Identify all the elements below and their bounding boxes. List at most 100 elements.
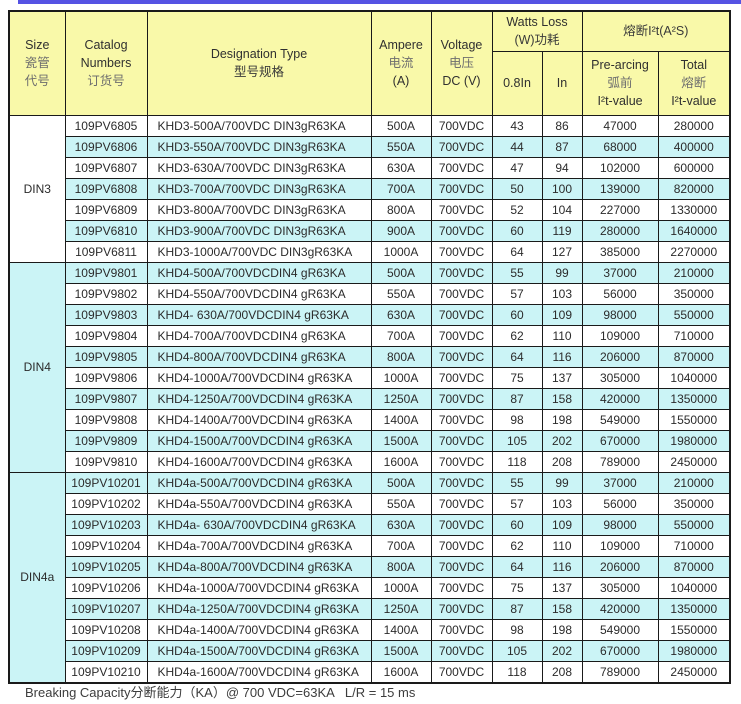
col-header-voltage-en: Voltage	[440, 38, 483, 53]
cell-watts-in: 202	[541, 639, 583, 662]
cell-total-i2t: 1550000	[657, 618, 731, 641]
cell-designation: KHD3-700A/700VDC DIN3gR63KA	[146, 177, 372, 200]
col-header-size-zh1: 瓷管	[24, 56, 50, 71]
cell-ampere: 1400A	[370, 618, 432, 641]
col-header-total-zh: 熔断	[681, 76, 707, 90]
table-row: 109PV10205 KHD4a-800A/700VDCDIN4 gR63KA 80…	[9, 555, 731, 578]
cell-watts-in: 103	[541, 282, 583, 305]
cell-total-i2t: 1350000	[657, 387, 731, 410]
cell-total-i2t: 1640000	[657, 219, 731, 242]
cell-voltage: 700VDC	[430, 534, 493, 557]
cell-voltage: 700VDC	[430, 366, 493, 389]
cell-voltage: 700VDC	[430, 114, 493, 137]
table-row: 109PV10209 KHD4a-1500A/700VDCDIN4 gR63KA 1…	[9, 639, 731, 662]
cell-watts-in: 158	[541, 597, 583, 620]
cell-designation: KHD3-800A/700VDC DIN3gR63KA	[146, 198, 372, 221]
col-header-catalog-zh: 订货号	[87, 74, 125, 89]
col-header-catalog: Catalog Numbers 订货号	[64, 10, 148, 116]
cell-total-i2t: 870000	[657, 555, 731, 578]
cell-watts-in: 119	[541, 219, 583, 242]
table-row: 109PV6806 KHD3-550A/700VDC DIN3gR63KA 550A…	[9, 135, 731, 158]
cell-total-i2t: 710000	[657, 534, 731, 557]
cell-watts-08in: 105	[491, 429, 543, 452]
cell-watts-in: 86	[541, 114, 583, 137]
table-row: 109PV10206 KHD4a-1000A/700VDCDIN4 gR63KA 1…	[9, 576, 731, 599]
header-row-top: Size 瓷管 代号 Catalog Numbers 订货号 Designati…	[8, 10, 731, 116]
cell-voltage: 700VDC	[430, 240, 493, 263]
cell-ampere: 1400A	[370, 408, 432, 431]
fuse-spec-table: Size 瓷管 代号 Catalog Numbers 订货号 Designati…	[8, 10, 732, 684]
cell-prearcing-i2t: 305000	[581, 366, 659, 389]
cell-voltage: 700VDC	[430, 177, 493, 200]
table-row: 109PV10204 KHD4a-700A/700VDCDIN4 gR63KA 70…	[9, 534, 731, 557]
cell-voltage: 700VDC	[430, 555, 493, 578]
cell-total-i2t: 710000	[657, 324, 731, 347]
cell-total-i2t: 600000	[657, 156, 731, 179]
col-header-prearcing-zh: 弧前	[607, 76, 633, 90]
cell-prearcing-i2t: 280000	[581, 219, 659, 242]
cell-watts-08in: 64	[491, 240, 543, 263]
table-row: 109PV9810 KHD4-1600A/700VDCDIN4 gR63KA 160…	[9, 450, 731, 473]
cell-watts-in: 110	[541, 324, 583, 347]
cell-catalog-number: 109PV9801	[64, 261, 148, 284]
cell-designation: KHD4-1400A/700VDCDIN4 gR63KA	[146, 408, 372, 431]
cell-prearcing-i2t: 549000	[581, 618, 659, 641]
cell-prearcing-i2t: 206000	[581, 555, 659, 578]
cell-watts-in: 109	[541, 513, 583, 536]
cell-watts-in: 208	[541, 450, 583, 473]
table-row: DIN3 109PV6805 KHD3-500A/700VDC DIN3gR63KA…	[8, 114, 731, 263]
cell-ampere: 800A	[370, 345, 432, 368]
col-header-ampere-unit: (A)	[392, 74, 410, 89]
cell-designation: KHD4-550A/700VDCDIN4 gR63KA	[146, 282, 372, 305]
cell-watts-in: 104	[541, 198, 583, 221]
table-row: DIN4 109PV9801 KHD4-500A/700VDCDIN4 gR63KA…	[8, 261, 731, 473]
size-group-cell: DIN4a	[8, 471, 66, 683]
cell-voltage: 700VDC	[430, 513, 493, 536]
col-header-catalog-en1: Catalog	[84, 38, 128, 53]
cell-prearcing-i2t: 305000	[581, 576, 659, 599]
cell-voltage: 700VDC	[430, 282, 493, 305]
cell-total-i2t: 1040000	[657, 366, 731, 389]
cell-voltage: 700VDC	[430, 618, 493, 641]
cell-watts-08in: 57	[491, 282, 543, 305]
col-header-in: In	[541, 50, 583, 116]
table-row: 109PV6808 KHD3-700A/700VDC DIN3gR63KA 700A…	[9, 177, 731, 200]
cell-designation: KHD3-1000A/700VDC DIN3gR63KA	[146, 240, 372, 263]
cell-ampere: 550A	[370, 282, 432, 305]
cell-watts-08in: 75	[491, 576, 543, 599]
cell-catalog-number: 109PV6811	[64, 240, 148, 263]
col-header-catalog-en2: Numbers	[80, 56, 132, 71]
cell-voltage: 700VDC	[430, 492, 493, 515]
col-header-size-en: Size	[25, 38, 50, 53]
table-row: 109PV9809 KHD4-1500A/700VDCDIN4 gR63KA 150…	[9, 429, 731, 452]
cell-designation: KHD4-1250A/700VDCDIN4 gR63KA	[146, 387, 372, 410]
cell-watts-in: 103	[541, 492, 583, 515]
cell-total-i2t: 870000	[657, 345, 731, 368]
cell-designation: KHD4a-500A/700VDCDIN4 gR63KA	[146, 471, 372, 494]
col-header-prearcing: Pre-arcing 弧前 I²t-value	[581, 50, 659, 116]
cell-total-i2t: 210000	[657, 261, 731, 284]
col-group-i2t-title: 熔断I²t(A²S)	[623, 24, 689, 39]
cell-prearcing-i2t: 102000	[581, 156, 659, 179]
cell-watts-08in: 60	[491, 219, 543, 242]
cell-total-i2t: 350000	[657, 282, 731, 305]
col-header-designation-en: Designation Type	[210, 47, 308, 62]
cell-ampere: 630A	[370, 303, 432, 326]
col-header-designation: Designation Type 型号规格	[146, 10, 372, 116]
cell-watts-in: 94	[541, 156, 583, 179]
cell-watts-in: 100	[541, 177, 583, 200]
cell-watts-08in: 62	[491, 324, 543, 347]
col-header-ampere-en: Ampere	[379, 38, 423, 53]
cell-catalog-number: 109PV10208	[64, 618, 148, 641]
cell-voltage: 700VDC	[430, 576, 493, 599]
cell-catalog-number: 109PV6810	[64, 219, 148, 242]
cell-prearcing-i2t: 139000	[581, 177, 659, 200]
col-header-voltage: Voltage 电压 DC (V)	[430, 10, 493, 116]
cell-designation: KHD4-800A/700VDCDIN4 gR63KA	[146, 345, 372, 368]
table-row: 109PV9807 KHD4-1250A/700VDCDIN4 gR63KA 125…	[9, 387, 731, 410]
cell-voltage: 700VDC	[430, 471, 493, 494]
cell-designation: KHD4a-800A/700VDCDIN4 gR63KA	[146, 555, 372, 578]
cell-ampere: 700A	[370, 177, 432, 200]
cell-watts-08in: 118	[491, 660, 543, 683]
